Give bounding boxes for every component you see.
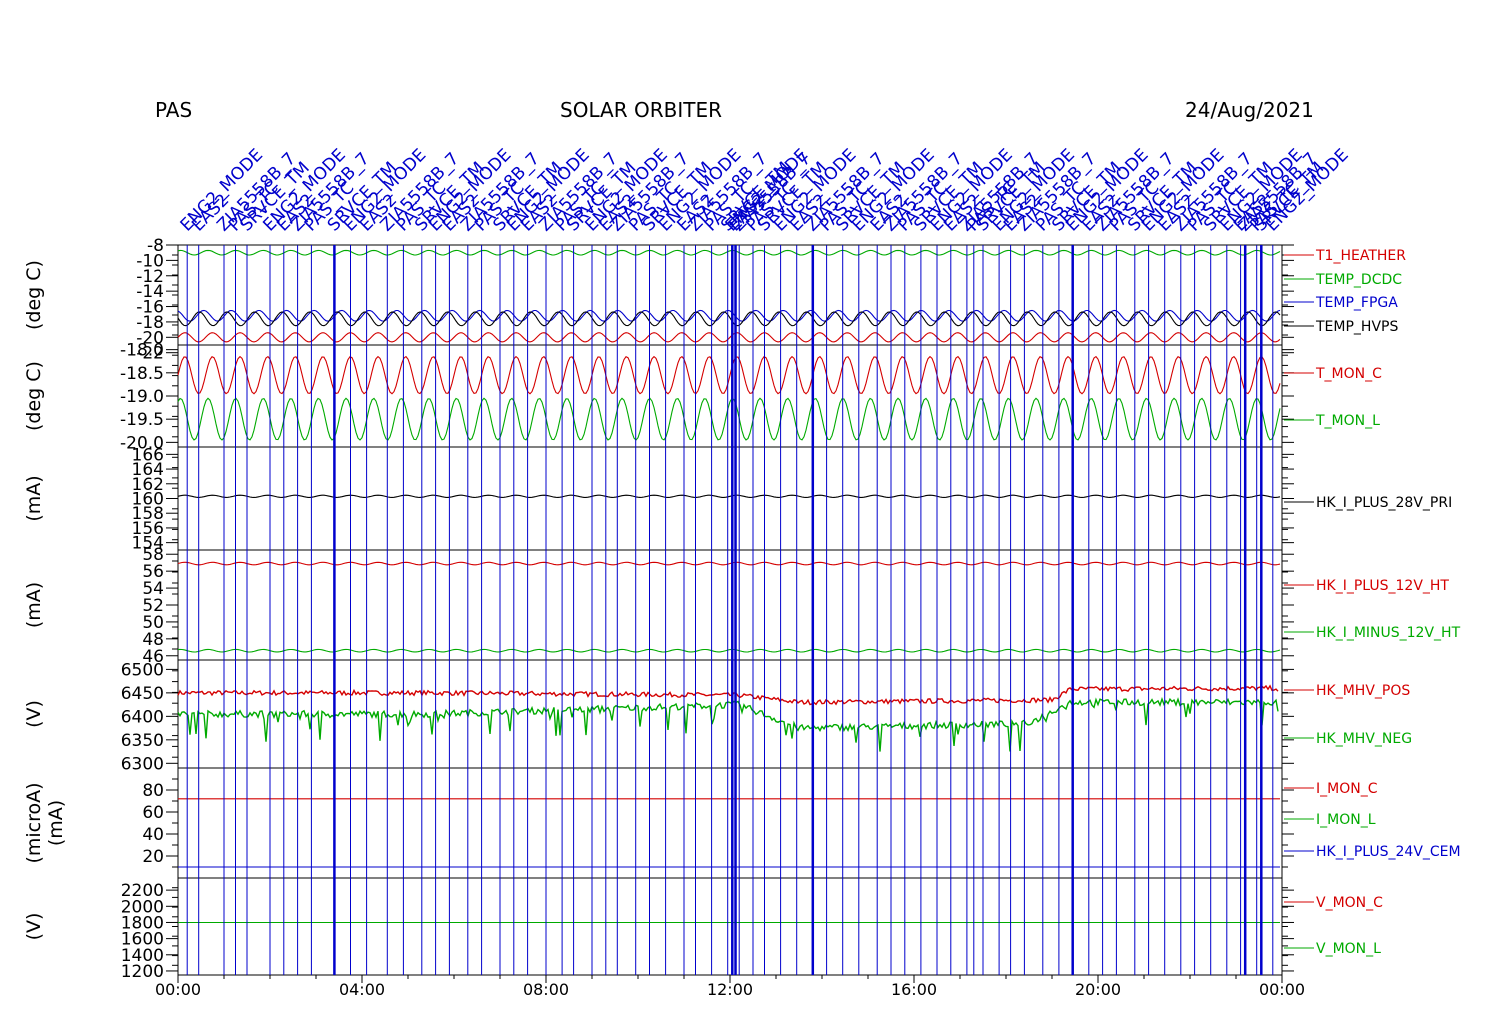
y-tick-label: -20.0 xyxy=(120,433,164,453)
legend-entry: HK_MHV_POS xyxy=(1316,683,1410,699)
y-tick-label: 2000 xyxy=(121,897,164,917)
series-line xyxy=(177,561,1281,566)
legend-entry: HK_I_PLUS_24V_CEM xyxy=(1316,844,1461,860)
series-line xyxy=(177,648,1281,653)
legend-entry: TEMP_FPGA xyxy=(1315,295,1398,311)
y-tick-label: 48 xyxy=(142,630,164,650)
y-axis-label: (deg C) xyxy=(23,260,45,330)
y-tick-label: -8 xyxy=(147,236,164,256)
y-tick-label: -22 xyxy=(136,344,164,364)
y-axis-label: (V) xyxy=(23,700,45,728)
event-lines xyxy=(186,245,1274,975)
date-label: 24/Aug/2021 xyxy=(1185,98,1314,122)
y-tick-label: 6400 xyxy=(121,707,164,727)
series-line xyxy=(177,309,1281,322)
panel-5: 6500 6450 6400 6350 6300 (V) HK_MHV_POS HK_MHV_… xyxy=(23,659,1412,774)
legend-entry: T_MON_L xyxy=(1315,413,1380,429)
y-tick-label: 6350 xyxy=(121,731,164,751)
y-tick-label: 6450 xyxy=(121,684,164,704)
mission-label: SOLAR ORBITER xyxy=(560,98,722,122)
legend-entry: I_MON_L xyxy=(1316,812,1376,828)
series-line xyxy=(177,311,1281,327)
chart-header: PAS SOLAR ORBITER 24/Aug/2021 xyxy=(155,98,1314,122)
y-axis-label: (V) xyxy=(23,913,45,941)
legend-entry: HK_I_PLUS_28V_PRI xyxy=(1316,495,1452,511)
y-tick-label: 154 xyxy=(132,534,164,554)
series-line xyxy=(177,249,1281,256)
y-axis-label: (mA) xyxy=(23,582,45,628)
legend-entry: TEMP_HVPS xyxy=(1315,319,1398,335)
y-tick-label: -18.5 xyxy=(120,364,164,384)
y-tick-label: 1200 xyxy=(121,962,164,982)
legend-entry: I_MON_C xyxy=(1316,781,1378,797)
legend-entry: T1_HEATHER xyxy=(1315,248,1406,264)
y-tick-label: 2200 xyxy=(121,881,164,901)
series-line xyxy=(177,494,1281,498)
x-axis: 00:00 04:00 08:00 12:00 16:00 20:00 00:00 xyxy=(155,975,1305,999)
y-axis-label: (mA) xyxy=(23,475,45,521)
series-line xyxy=(177,355,1281,395)
y-tick-label: 80 xyxy=(142,781,164,801)
legend-entry: V_MON_C xyxy=(1316,895,1383,911)
y-tick-label: 50 xyxy=(142,613,164,633)
x-tick-label: 08:00 xyxy=(523,980,569,999)
y-tick-label: 60 xyxy=(142,803,164,823)
y-tick-label: 162 xyxy=(132,475,164,495)
legend-entry: T_MON_C xyxy=(1315,366,1382,382)
y-tick-label: 158 xyxy=(132,504,164,524)
y-tick-label: -19.0 xyxy=(120,387,164,407)
panels: -8-10-12-14-16-18-20-22 (deg C) T1_HEATHER… xyxy=(23,236,1461,982)
y-tick-label: 1600 xyxy=(121,930,164,950)
y-tick-label: 164 xyxy=(132,460,164,480)
instrument-label: PAS xyxy=(155,98,192,122)
legend-entry: HK_I_PLUS_12V_HT xyxy=(1316,578,1449,594)
y-tick-label: -18 xyxy=(136,313,164,333)
y-tick-label: -14 xyxy=(136,282,164,302)
y-tick-label: -12 xyxy=(136,267,164,287)
y-tick-label: 54 xyxy=(142,579,164,599)
y-tick-label: 1800 xyxy=(121,913,164,933)
event-labels: ENG2_MODEEAS2ZIA5558B_7PAS_TCSRVCE_TMENG… xyxy=(177,145,1353,235)
legend-entry: V_MON_L xyxy=(1316,941,1381,957)
y-tick-label: 20 xyxy=(142,847,164,867)
y-tick-label: -10 xyxy=(136,251,164,271)
y-tick-label: -19.5 xyxy=(120,410,164,430)
y-axis-label-2: (mA) xyxy=(45,800,67,846)
y-tick-label: 52 xyxy=(142,596,164,616)
x-tick-label: 20:00 xyxy=(1075,980,1121,999)
y-tick-label: 40 xyxy=(142,825,164,845)
y-tick-label: -16 xyxy=(136,298,164,318)
legend-entry: HK_MHV_NEG xyxy=(1316,731,1412,747)
y-tick-label: 160 xyxy=(132,490,164,510)
series-line xyxy=(177,332,1281,343)
panel-1: -8-10-12-14-16-18-20-22 (deg C) T1_HEATHER… xyxy=(23,236,1406,364)
y-axis-label: (microA) xyxy=(23,782,45,863)
panel-2: -18.0 -18.5 -19.0 -19.5 -20.0 (deg C) T_MON_C T… xyxy=(23,341,1382,454)
x-tick-label: 00:00 xyxy=(155,980,201,999)
y-tick-label: 56 xyxy=(142,562,164,582)
x-tick-label: 00:00 xyxy=(1259,980,1305,999)
y-tick-label: 1400 xyxy=(121,946,164,966)
y-tick-label: -20 xyxy=(136,328,164,348)
legend-entry: TEMP_DCDC xyxy=(1315,272,1402,288)
y-tick-label: 58 xyxy=(142,545,164,565)
y-tick-label: 166 xyxy=(132,445,164,465)
y-tick-label: 6300 xyxy=(121,754,164,774)
y-tick-label: 6500 xyxy=(121,660,164,680)
x-tick-label: 12:00 xyxy=(707,980,753,999)
x-tick-label: 04:00 xyxy=(339,980,385,999)
y-axis-label: (deg C) xyxy=(23,361,45,431)
x-tick-label: 16:00 xyxy=(891,980,937,999)
legend-entry: HK_I_MINUS_12V_HT xyxy=(1316,625,1461,641)
series-line xyxy=(177,397,1281,441)
y-tick-label: 46 xyxy=(142,647,164,667)
y-tick-label: 156 xyxy=(132,519,164,539)
y-tick-label: -18.0 xyxy=(120,341,164,361)
